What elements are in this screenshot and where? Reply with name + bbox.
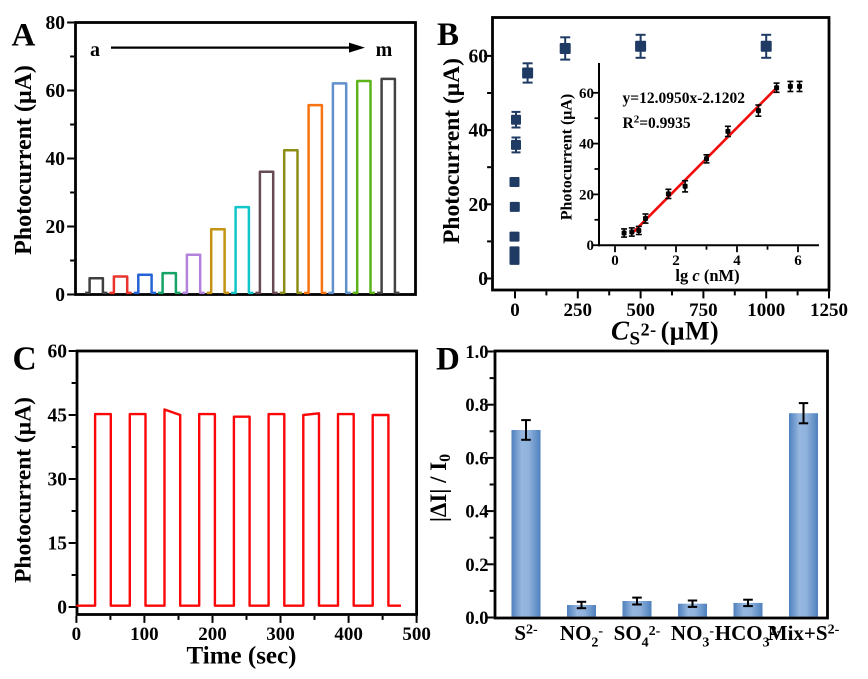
svg-text:0.6: 0.6 [465, 449, 488, 469]
svg-text:y=12.0950x-2.1202: y=12.0950x-2.1202 [623, 90, 746, 107]
svg-text:400: 400 [334, 624, 363, 645]
svg-text:40: 40 [469, 121, 489, 142]
svg-text:m: m [376, 39, 393, 61]
svg-text:|ΔI| / I0: |ΔI| / I0 [426, 454, 454, 522]
svg-text:15: 15 [48, 534, 68, 555]
svg-text:A: A [12, 18, 36, 54]
svg-text:20: 20 [469, 195, 489, 216]
svg-text:0.2: 0.2 [465, 556, 488, 576]
svg-text:40: 40 [579, 137, 594, 153]
svg-text:Time (sec): Time (sec) [187, 643, 297, 670]
svg-text:60: 60 [48, 342, 68, 363]
svg-text:100: 100 [130, 624, 159, 645]
svg-text:0.0: 0.0 [465, 609, 488, 629]
svg-text:4: 4 [733, 253, 741, 269]
svg-text:0.8: 0.8 [465, 396, 488, 416]
svg-text:0.4: 0.4 [465, 503, 488, 523]
svg-text:0: 0 [72, 624, 82, 645]
svg-text:40: 40 [46, 149, 66, 170]
svg-text:250: 250 [564, 300, 593, 321]
svg-text:1250: 1250 [810, 300, 848, 321]
svg-text:CS2-(μM): CS2- (μM) [611, 316, 719, 350]
svg-text:45: 45 [48, 406, 68, 427]
svg-text:300: 300 [266, 624, 295, 645]
svg-text:0: 0 [55, 285, 65, 306]
svg-text:lg c (nM): lg c (nM) [675, 266, 739, 285]
svg-text:80: 80 [46, 13, 66, 34]
svg-text:1.0: 1.0 [465, 343, 488, 363]
svg-text:Photocurrent (μA): Photocurrent (μA) [559, 94, 576, 221]
svg-text:500: 500 [402, 624, 431, 645]
svg-text:Photocurrent (μA): Photocurrent (μA) [11, 65, 37, 255]
svg-text:0: 0 [587, 238, 595, 254]
svg-text:20: 20 [46, 217, 66, 238]
svg-text:30: 30 [48, 470, 68, 491]
svg-text:1000: 1000 [747, 300, 785, 321]
svg-text:C: C [13, 341, 37, 378]
svg-text:a: a [90, 39, 100, 61]
svg-text:20: 20 [579, 187, 594, 203]
svg-text:D: D [436, 342, 460, 378]
svg-text:R2=0.9935: R2=0.9935 [623, 114, 691, 133]
svg-text:Photocurrent (μA): Photocurrent (μA) [439, 58, 465, 244]
svg-text:Photocurrent (μA): Photocurrent (μA) [11, 397, 37, 583]
svg-text:60: 60 [579, 86, 594, 102]
svg-text:B: B [437, 17, 459, 53]
svg-text:0: 0 [510, 300, 520, 321]
svg-text:0: 0 [57, 598, 67, 619]
svg-text:0: 0 [478, 269, 488, 290]
svg-text:750: 750 [689, 300, 718, 321]
svg-text:60: 60 [46, 81, 66, 102]
svg-text:6: 6 [794, 253, 802, 269]
svg-text:60: 60 [469, 46, 489, 67]
svg-text:2: 2 [672, 253, 680, 269]
svg-text:0: 0 [611, 253, 619, 269]
svg-text:500: 500 [626, 300, 655, 321]
svg-text:200: 200 [198, 624, 227, 645]
